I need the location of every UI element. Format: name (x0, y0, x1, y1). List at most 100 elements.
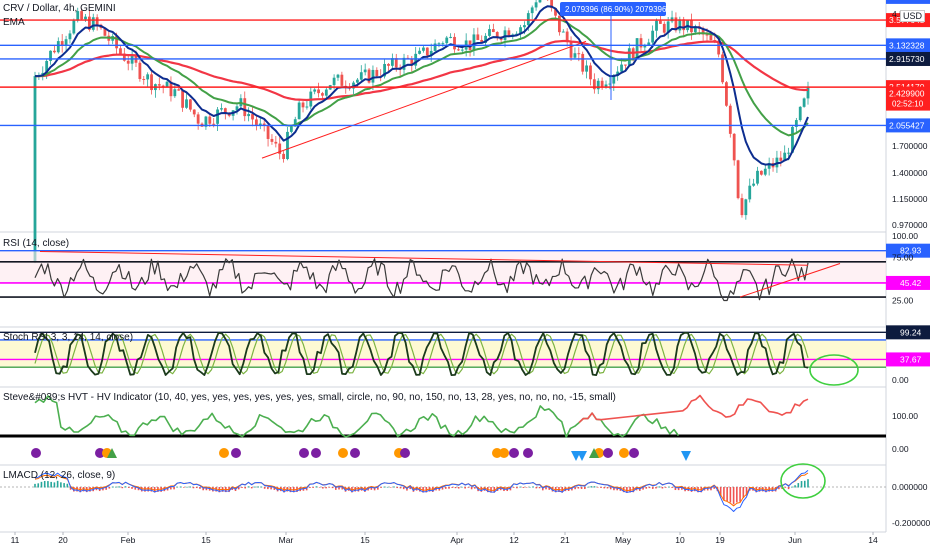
candle-body (251, 114, 254, 120)
candle-body (674, 17, 678, 31)
stoch-tick: 0.00 (892, 375, 909, 385)
candle-body (336, 74, 340, 78)
macd-hist-bar (681, 487, 683, 490)
time-tick: 21 (560, 535, 570, 545)
candle-body (491, 29, 495, 33)
signal-dot (95, 448, 105, 458)
candle-body (728, 105, 732, 134)
macd-hist-bar (82, 487, 85, 492)
macd-hist-bar (600, 487, 602, 488)
candle-body (235, 106, 239, 111)
signal-dot (350, 448, 360, 458)
candle-body (534, 2, 538, 8)
macd-hist-bar (105, 487, 107, 490)
candle-body (247, 114, 251, 117)
macd-hist-bar (318, 487, 321, 488)
signal-triangle (681, 451, 691, 461)
macd-hist-bar (519, 486, 521, 488)
candle-body (258, 123, 262, 125)
macd-hist-bar (674, 487, 677, 491)
macd-pane (0, 463, 886, 512)
price-pane: 2.079396 (86.90%) 2079396 (0, 0, 886, 264)
rsi-level-label: 45.42 (900, 278, 922, 288)
candle-body (367, 69, 371, 83)
stoch-rsi-title: Stoch RSI 3, 3, 14, 14, close) (3, 332, 134, 343)
rsi-trendline (39, 250, 809, 266)
candle-body (324, 89, 328, 96)
time-axis: 11 20 Feb 15 Mar 15 Apr 12 21 May 10 19 Jun 14 (11, 532, 878, 545)
candle-body (744, 199, 748, 216)
macd-hist-bar (322, 487, 324, 489)
candle-body (122, 53, 126, 61)
candle-body (216, 109, 219, 124)
candle-body (763, 168, 767, 175)
candle-body (332, 77, 336, 86)
candle-body (192, 109, 196, 115)
macd-hist-bar (66, 483, 69, 488)
time-tick: 15 (201, 535, 211, 545)
macd-hist-bar (312, 487, 314, 488)
stoch-level-bg (886, 325, 930, 340)
candle-body (64, 39, 68, 46)
rsi-line (34, 258, 809, 302)
candle-body (573, 53, 577, 58)
candle-body (519, 27, 522, 34)
candle-body (779, 157, 783, 161)
rsi-tick: 75.00 (892, 253, 914, 263)
macd-hist-bar (56, 480, 59, 488)
candle-body (678, 19, 682, 31)
price-axis: 4.0422853.5776453.1323282.9157302.514170… (886, 0, 931, 528)
macd-hist-bar (409, 487, 411, 490)
ema-label: EMA (3, 17, 25, 28)
candle-body (480, 39, 484, 43)
signal-dot (219, 448, 229, 458)
candle-body (682, 19, 686, 31)
candle-body (84, 16, 87, 20)
macd-hist-bar (603, 487, 606, 489)
currency-button[interactable]: USD (900, 10, 926, 22)
rsi-level-bg (886, 243, 930, 258)
macd-hist-bar (593, 486, 596, 488)
candle-body (515, 33, 519, 35)
macd-hist-bar (263, 487, 266, 489)
candle-body (736, 160, 740, 199)
macd-title: LMACD (12, 26, close, 9) (3, 470, 116, 481)
macd-hist-bar (257, 486, 259, 488)
candle-body (185, 99, 188, 108)
macd-hist-bar (393, 486, 395, 488)
level-label: 2.055427 (889, 120, 925, 130)
macd-hist-bar (37, 483, 40, 488)
macd-hist-bar (454, 487, 457, 489)
candle-body (293, 119, 297, 127)
candle-body (538, 0, 542, 3)
time-tick: 19 (715, 535, 725, 545)
macd-hist-bar (457, 487, 460, 489)
candle-body (783, 152, 787, 161)
candle-body (600, 80, 604, 87)
candle-body (740, 198, 744, 216)
candle-body (363, 69, 367, 73)
candle-body (220, 108, 223, 110)
candle-body (126, 60, 130, 64)
candle-body (53, 50, 56, 53)
macd-hist-bar (590, 486, 593, 488)
macd-hist-bar (606, 487, 609, 489)
macd-hist-bar (127, 487, 130, 488)
candle-body (457, 49, 460, 51)
macd-hist-bar (525, 487, 528, 488)
last-price-bg (886, 86, 930, 111)
macd-hist-bar (328, 487, 331, 488)
macd-hist-bar (645, 487, 648, 489)
macd-hist-bar (244, 487, 247, 489)
candle-body (262, 123, 266, 126)
candle-body (340, 74, 344, 86)
candle-body (507, 30, 511, 37)
candle-body (752, 183, 756, 186)
signal-dot (603, 448, 613, 458)
signal-dot (509, 448, 519, 458)
macd-hist-bar (664, 487, 667, 488)
candle-body (142, 78, 146, 80)
macd-hist-bar (791, 486, 793, 488)
macd-hist-bar (179, 486, 182, 488)
